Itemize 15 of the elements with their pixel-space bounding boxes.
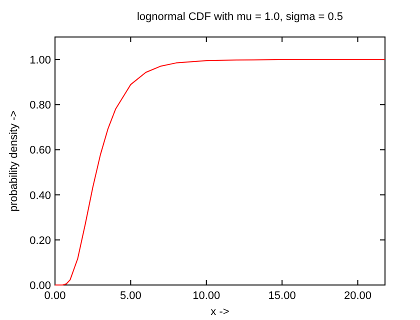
- y-tick-label: 0.80: [30, 100, 51, 112]
- line-series: [54, 59, 386, 286]
- y-tick-label: 0.20: [30, 234, 51, 247]
- x-tick-label: 5.00: [120, 290, 142, 302]
- y-axis-title: probability density ->: [8, 110, 20, 212]
- x-tick-label: 20.00: [344, 290, 372, 302]
- y-tick-label: 0.40: [30, 190, 51, 202]
- x-tick-label: 15.00: [268, 290, 296, 302]
- x-tick-label: 0.00: [44, 290, 66, 302]
- chart-title: lognormal CDF with mu = 1.0, sigma = 0.5: [136, 11, 344, 23]
- y-tick-label: 0.60: [30, 144, 51, 157]
- x-axis-title: x ->: [210, 306, 230, 318]
- x-tick-label: 10.00: [192, 290, 220, 302]
- y-tick-label: 1.00: [30, 54, 51, 67]
- y-tick-label: 0.00: [30, 280, 51, 292]
